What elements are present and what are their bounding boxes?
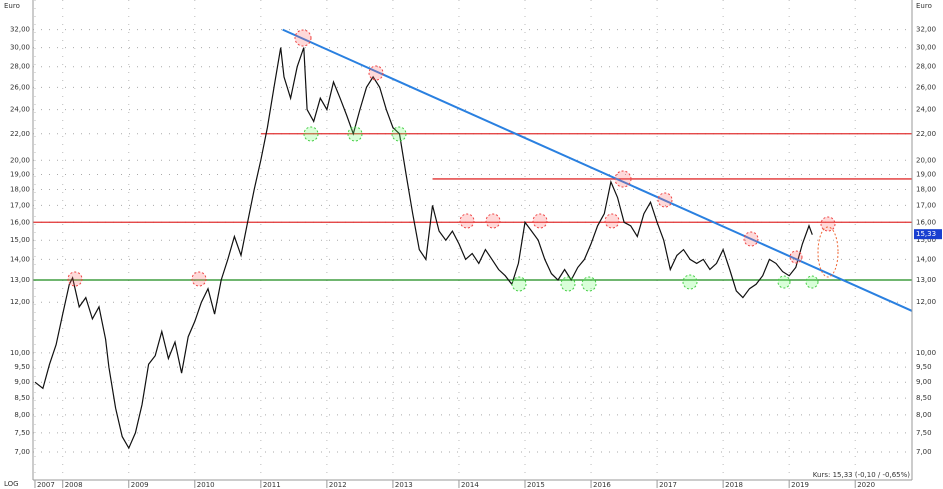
y-tick-label: 16,00 — [10, 218, 30, 226]
grid: 7,00 7,00 7,50 7,50 8,00 8,00 8,50 8,50 9,00 9,00… — [10, 0, 936, 489]
marker-circle — [743, 231, 759, 247]
x-tick-label: 2013 — [395, 481, 413, 489]
y-tick-label-right: 10,00 — [916, 349, 936, 357]
marker-circle — [805, 275, 819, 289]
x-tick-label: 2009 — [131, 481, 149, 489]
y-tick-label-right: 13,00 — [916, 276, 936, 284]
y-tick-label: 26,00 — [10, 83, 30, 91]
x-tick-label: 2011 — [263, 481, 281, 489]
marker-circle — [777, 275, 791, 289]
y-tick-label: 12,00 — [10, 298, 30, 306]
y-tick-label: 32,00 — [10, 26, 30, 34]
y-tick-label-right: 7,50 — [916, 429, 932, 437]
price-line — [34, 47, 813, 450]
marker-circle — [789, 250, 803, 264]
last-price-label: 15,33 — [916, 230, 936, 238]
y-tick-label: 9,00 — [14, 378, 30, 386]
y-tick-label-right: 28,00 — [916, 63, 936, 71]
y-tick-label-right: 9,00 — [916, 378, 932, 386]
y-tick-label-right: 8,00 — [916, 411, 932, 419]
x-tick-label: 2012 — [329, 481, 347, 489]
y-tick-label-right: 32,00 — [916, 26, 936, 34]
y-tick-label: 8,00 — [14, 411, 30, 419]
y-tick-label-right: 26,00 — [916, 83, 936, 91]
annotations — [67, 29, 839, 292]
y-tick-label: 17,00 — [10, 201, 30, 209]
marker-circle — [294, 29, 312, 47]
y-tick-label-right: 9,50 — [916, 363, 932, 371]
y-tick-label: 14,00 — [10, 255, 30, 263]
y-tick-label: 10,00 — [10, 349, 30, 357]
marker-circle — [532, 213, 548, 229]
scale-label: LOG — [4, 480, 19, 488]
marks — [33, 28, 913, 450]
y-tick-label-right: 20,00 — [916, 156, 936, 164]
x-tick-label: 2018 — [725, 481, 743, 489]
y-tick-label: 15,00 — [10, 236, 30, 244]
y-tick-label-right: 24,00 — [916, 106, 936, 114]
y-tick-label: 20,00 — [10, 156, 30, 164]
y-tick-label: 24,00 — [10, 106, 30, 114]
y-tick-label-right: 14,00 — [916, 255, 936, 263]
marker-circle — [560, 276, 576, 292]
y-tick-label: 30,00 — [10, 44, 30, 52]
y-tick-label: 8,50 — [14, 394, 30, 402]
marker-circle — [614, 170, 632, 188]
y-tick-label: 7,50 — [14, 429, 30, 437]
marker-circle — [391, 126, 407, 142]
x-tick-label: 2014 — [461, 481, 479, 489]
footer-text: Kurs: 15,33 (-0,10 / -0,65%) — [813, 471, 910, 479]
x-tick-label: 2007 — [37, 481, 55, 489]
x-tick-label: 2020 — [857, 481, 875, 489]
y-tick-label-right: 22,00 — [916, 130, 936, 138]
trend-line — [282, 28, 913, 312]
marker-circle — [581, 276, 597, 292]
marker-circle — [368, 65, 384, 81]
y-tick-label: 13,00 — [10, 276, 30, 284]
y-tick-label-right: 30,00 — [916, 44, 936, 52]
last-price-box — [914, 229, 942, 240]
y-tick-label: 28,00 — [10, 63, 30, 71]
y-tick-label: 7,00 — [14, 448, 30, 456]
marker-circle — [485, 213, 501, 229]
x-tick-label: 2016 — [593, 481, 611, 489]
marker-circle — [459, 213, 475, 229]
y-unit-left: Euro — [4, 2, 20, 10]
marker-circle — [604, 213, 620, 229]
marker-circle — [67, 271, 83, 287]
y-tick-label: 18,00 — [10, 186, 30, 194]
y-tick-label-right: 19,00 — [916, 171, 936, 179]
marker-circle — [682, 274, 698, 290]
y-tick-label-right: 15,00 — [916, 236, 936, 244]
marker-circle — [657, 192, 673, 208]
y-tick-label-right: 16,00 — [916, 218, 936, 226]
x-tick-label: 2017 — [659, 481, 677, 489]
x-tick-label: 2010 — [197, 481, 215, 489]
x-tick-label: 2015 — [527, 481, 545, 489]
y-tick-label: 19,00 — [10, 171, 30, 179]
y-tick-label: 9,50 — [14, 363, 30, 371]
x-tick-label: 2019 — [791, 481, 809, 489]
marker-circle — [191, 271, 207, 287]
y-tick-label-right: 17,00 — [916, 201, 936, 209]
y-tick-label-right: 18,00 — [916, 186, 936, 194]
marker-ellipse — [817, 226, 839, 278]
marker-circle — [820, 216, 836, 232]
x-tick-label: 2008 — [65, 481, 83, 489]
y-tick-label-right: 7,00 — [916, 448, 932, 456]
y-tick-label: 22,00 — [10, 130, 30, 138]
y-tick-label-right: 8,50 — [916, 394, 932, 402]
marker-circle — [511, 276, 527, 292]
y-unit-right: Euro — [916, 2, 932, 10]
marker-circle — [347, 126, 363, 142]
y-tick-label-right: 12,00 — [916, 298, 936, 306]
marker-circle — [303, 126, 319, 142]
